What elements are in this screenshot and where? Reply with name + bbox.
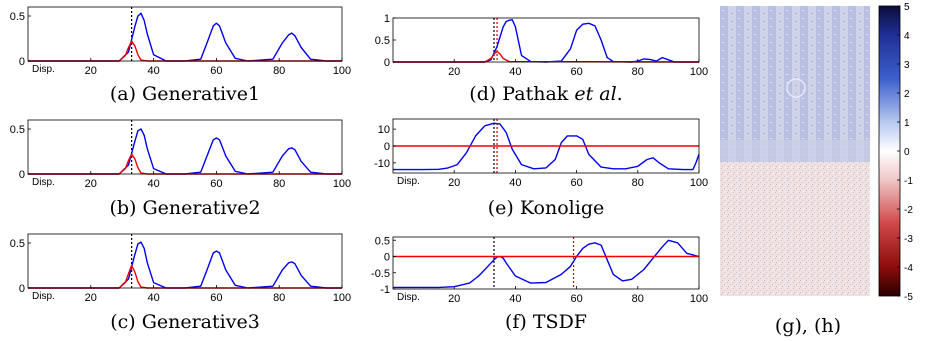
x-tick-label: 40 (509, 177, 521, 189)
y-tick-label: 0 (19, 169, 25, 181)
panel-gh: 5 4 3 2 1 0 -1 -2 -3 -4 -5 (g), (h) (720, 2, 913, 337)
colorbar-tick-label: 0 (904, 147, 910, 158)
x-axis-label: Disp. (397, 292, 420, 303)
x-tick-label: 20 (448, 293, 460, 305)
y-tick-label: 0.5 (10, 238, 25, 250)
x-tick-label: 60 (210, 65, 222, 77)
y-tick-label: 0 (19, 283, 25, 295)
x-tick-label: 20 (448, 66, 460, 78)
colorbar-tick-label: 2 (904, 89, 910, 100)
chart-caption: (f) TSDF (505, 311, 587, 333)
x-tick-label: 20 (85, 292, 97, 304)
chart-6: 20 40 60 80 100 -1 -0.5 0 0.5 Disp. (f) TSDF (371, 235, 708, 333)
chart-caption: (d) Pathak et al. (469, 83, 622, 105)
series-blue-line (393, 19, 699, 63)
chart-caption: (b) Generative2 (109, 197, 260, 219)
x-tick-label: 80 (273, 292, 285, 304)
series-blue-line (28, 128, 342, 175)
x-tick-label: 100 (690, 293, 708, 305)
x-tick-label: 80 (273, 178, 285, 190)
y-tick-label: 0.5 (375, 35, 390, 47)
y-tick-label: -10 (374, 158, 390, 170)
chart-caption: (a) Generative1 (110, 83, 260, 105)
heatmap-g (720, 6, 870, 162)
colorbar-tick-label: -3 (904, 234, 913, 245)
caption-gh: (g), (h) (775, 315, 841, 337)
x-tick-label: 100 (690, 66, 708, 78)
plot-frame (27, 6, 343, 62)
x-tick-label: 60 (210, 178, 222, 190)
x-tick-label: 100 (690, 177, 708, 189)
series-red-line (393, 50, 700, 63)
y-tick-label: 0 (384, 252, 390, 264)
x-tick-label: 100 (333, 292, 351, 304)
colorbar-tick-label: 5 (904, 2, 910, 13)
chart-3: 20 40 60 80 100 0 0.5 Disp. (c) Generative3 (10, 233, 351, 333)
x-tick-label: 80 (273, 65, 285, 77)
series-red-line (28, 264, 342, 289)
y-tick-label: 0 (19, 56, 25, 68)
x-tick-label: 80 (632, 293, 644, 305)
y-tick-label: 1 (384, 13, 390, 25)
x-tick-label: 40 (147, 178, 159, 190)
y-tick-label: 0 (384, 141, 390, 153)
colorbar-tick-label: -4 (904, 263, 913, 274)
series-blue-line (28, 12, 342, 62)
series-blue-line (393, 239, 700, 289)
x-tick-label: 20 (85, 65, 97, 77)
heatmap-g-feature (786, 78, 806, 98)
x-tick-label: 40 (147, 292, 159, 304)
x-tick-label: 60 (570, 177, 582, 189)
colorbar-tick-label: 3 (904, 60, 910, 71)
x-tick-label: 20 (85, 178, 97, 190)
series-blue-line (393, 122, 700, 171)
heatmap-g-border-band (720, 140, 870, 162)
y-tick-label: 0.5 (10, 124, 25, 136)
plot-frame (27, 119, 343, 175)
series-red-line (28, 40, 342, 62)
y-tick-label: 0.5 (10, 11, 25, 23)
x-tick-label: 80 (632, 177, 644, 189)
y-tick-label: 0.5 (375, 235, 390, 247)
chart-4: 20 40 60 80 100 0 0.5 1 (d) Pathak et al. (375, 13, 708, 105)
colorbar-tick-label: 4 (904, 31, 910, 42)
heatmap-h (720, 162, 870, 296)
colorbar-tick-label: 1 (904, 118, 910, 129)
y-tick-label: 0 (384, 57, 390, 69)
x-tick-label: 40 (509, 66, 521, 78)
plot-frame (27, 233, 343, 289)
colorbar-tick-label: -1 (904, 176, 913, 187)
x-tick-label: 60 (570, 66, 582, 78)
y-tick-label: 10 (378, 124, 390, 136)
series-red-line (28, 153, 342, 175)
x-axis-label: Disp. (32, 64, 55, 75)
x-axis-label: Disp. (397, 176, 420, 187)
plot-frame (392, 17, 700, 63)
y-tick-label: -0.5 (371, 268, 390, 280)
x-tick-label: 100 (333, 65, 351, 77)
colorbar-tick-label: -2 (904, 205, 913, 216)
chart-1: 20 40 60 80 100 0 0.5 Disp. (a) Generative1 (10, 6, 351, 105)
x-tick-label: 60 (570, 293, 582, 305)
series-blue-line (28, 241, 342, 289)
chart-5: 20 40 60 80 100 -10 0 10 Disp. (e) Konolige (374, 118, 708, 219)
x-tick-label: 40 (509, 293, 521, 305)
x-tick-label: 40 (147, 65, 159, 77)
colorbar (878, 5, 901, 297)
chart-caption: (c) Generative3 (110, 311, 260, 333)
colorbar-tick-label: -5 (904, 292, 913, 303)
x-tick-label: 20 (448, 177, 460, 189)
x-axis-label: Disp. (32, 291, 55, 302)
chart-2: 20 40 60 80 100 0 0.5 Disp. (b) Generative2 (10, 119, 351, 219)
x-tick-label: 80 (632, 66, 644, 78)
x-tick-label: 60 (210, 292, 222, 304)
y-tick-label: -1 (380, 284, 390, 296)
x-axis-label: Disp. (32, 177, 55, 188)
plot-frame (392, 236, 700, 290)
colorbar-ticks: 5 4 3 2 1 0 -1 -2 -3 -4 -5 (897, 2, 913, 303)
x-tick-label: 100 (333, 178, 351, 190)
chart-caption: (e) Konolige (488, 197, 604, 219)
